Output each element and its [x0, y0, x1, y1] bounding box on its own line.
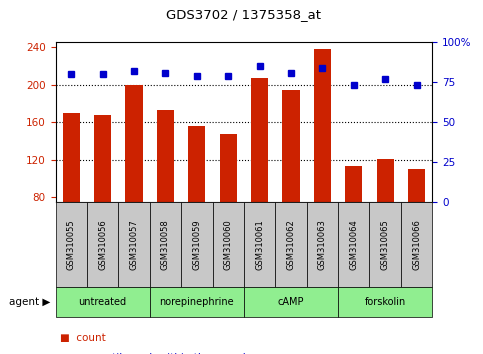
Bar [94, 115, 111, 272]
Text: GSM310058: GSM310058 [161, 219, 170, 270]
Text: GSM310055: GSM310055 [67, 219, 76, 270]
Text: GSM310066: GSM310066 [412, 219, 421, 270]
Text: forskolin: forskolin [365, 297, 406, 307]
Bar [150, 202, 181, 287]
Bar [377, 159, 394, 272]
Bar [369, 202, 401, 287]
Bar [150, 287, 244, 317]
Text: GSM310063: GSM310063 [318, 219, 327, 270]
Bar [157, 110, 174, 272]
Text: GSM310062: GSM310062 [286, 219, 296, 270]
Bar [181, 202, 213, 287]
Text: norepinephrine: norepinephrine [159, 297, 234, 307]
Bar [401, 202, 432, 287]
Bar [56, 287, 150, 317]
Bar [56, 202, 87, 287]
Bar [251, 78, 268, 272]
Bar [63, 113, 80, 272]
Text: GSM310059: GSM310059 [192, 219, 201, 270]
Bar [314, 49, 331, 272]
Text: untreated: untreated [79, 297, 127, 307]
Text: GSM310060: GSM310060 [224, 219, 233, 270]
Bar [220, 134, 237, 272]
Bar [283, 90, 299, 272]
Bar [213, 202, 244, 287]
Bar [345, 166, 362, 272]
Text: GDS3702 / 1375358_at: GDS3702 / 1375358_at [167, 8, 321, 21]
Text: agent ▶: agent ▶ [9, 297, 51, 307]
Bar [338, 202, 369, 287]
Text: cAMP: cAMP [278, 297, 304, 307]
Bar [275, 202, 307, 287]
Bar [338, 287, 432, 317]
Text: GSM310065: GSM310065 [381, 219, 390, 270]
Bar [307, 202, 338, 287]
Text: GSM310057: GSM310057 [129, 219, 139, 270]
Text: GSM310056: GSM310056 [98, 219, 107, 270]
Bar [244, 287, 338, 317]
Bar [188, 126, 205, 272]
Bar [244, 202, 275, 287]
Bar [118, 202, 150, 287]
Bar [408, 169, 425, 272]
Bar [126, 85, 142, 272]
Bar [87, 202, 118, 287]
Text: ■  percentile rank within the sample: ■ percentile rank within the sample [60, 353, 253, 354]
Text: GSM310064: GSM310064 [349, 219, 358, 270]
Text: ■  count: ■ count [60, 333, 106, 343]
Text: GSM310061: GSM310061 [255, 219, 264, 270]
